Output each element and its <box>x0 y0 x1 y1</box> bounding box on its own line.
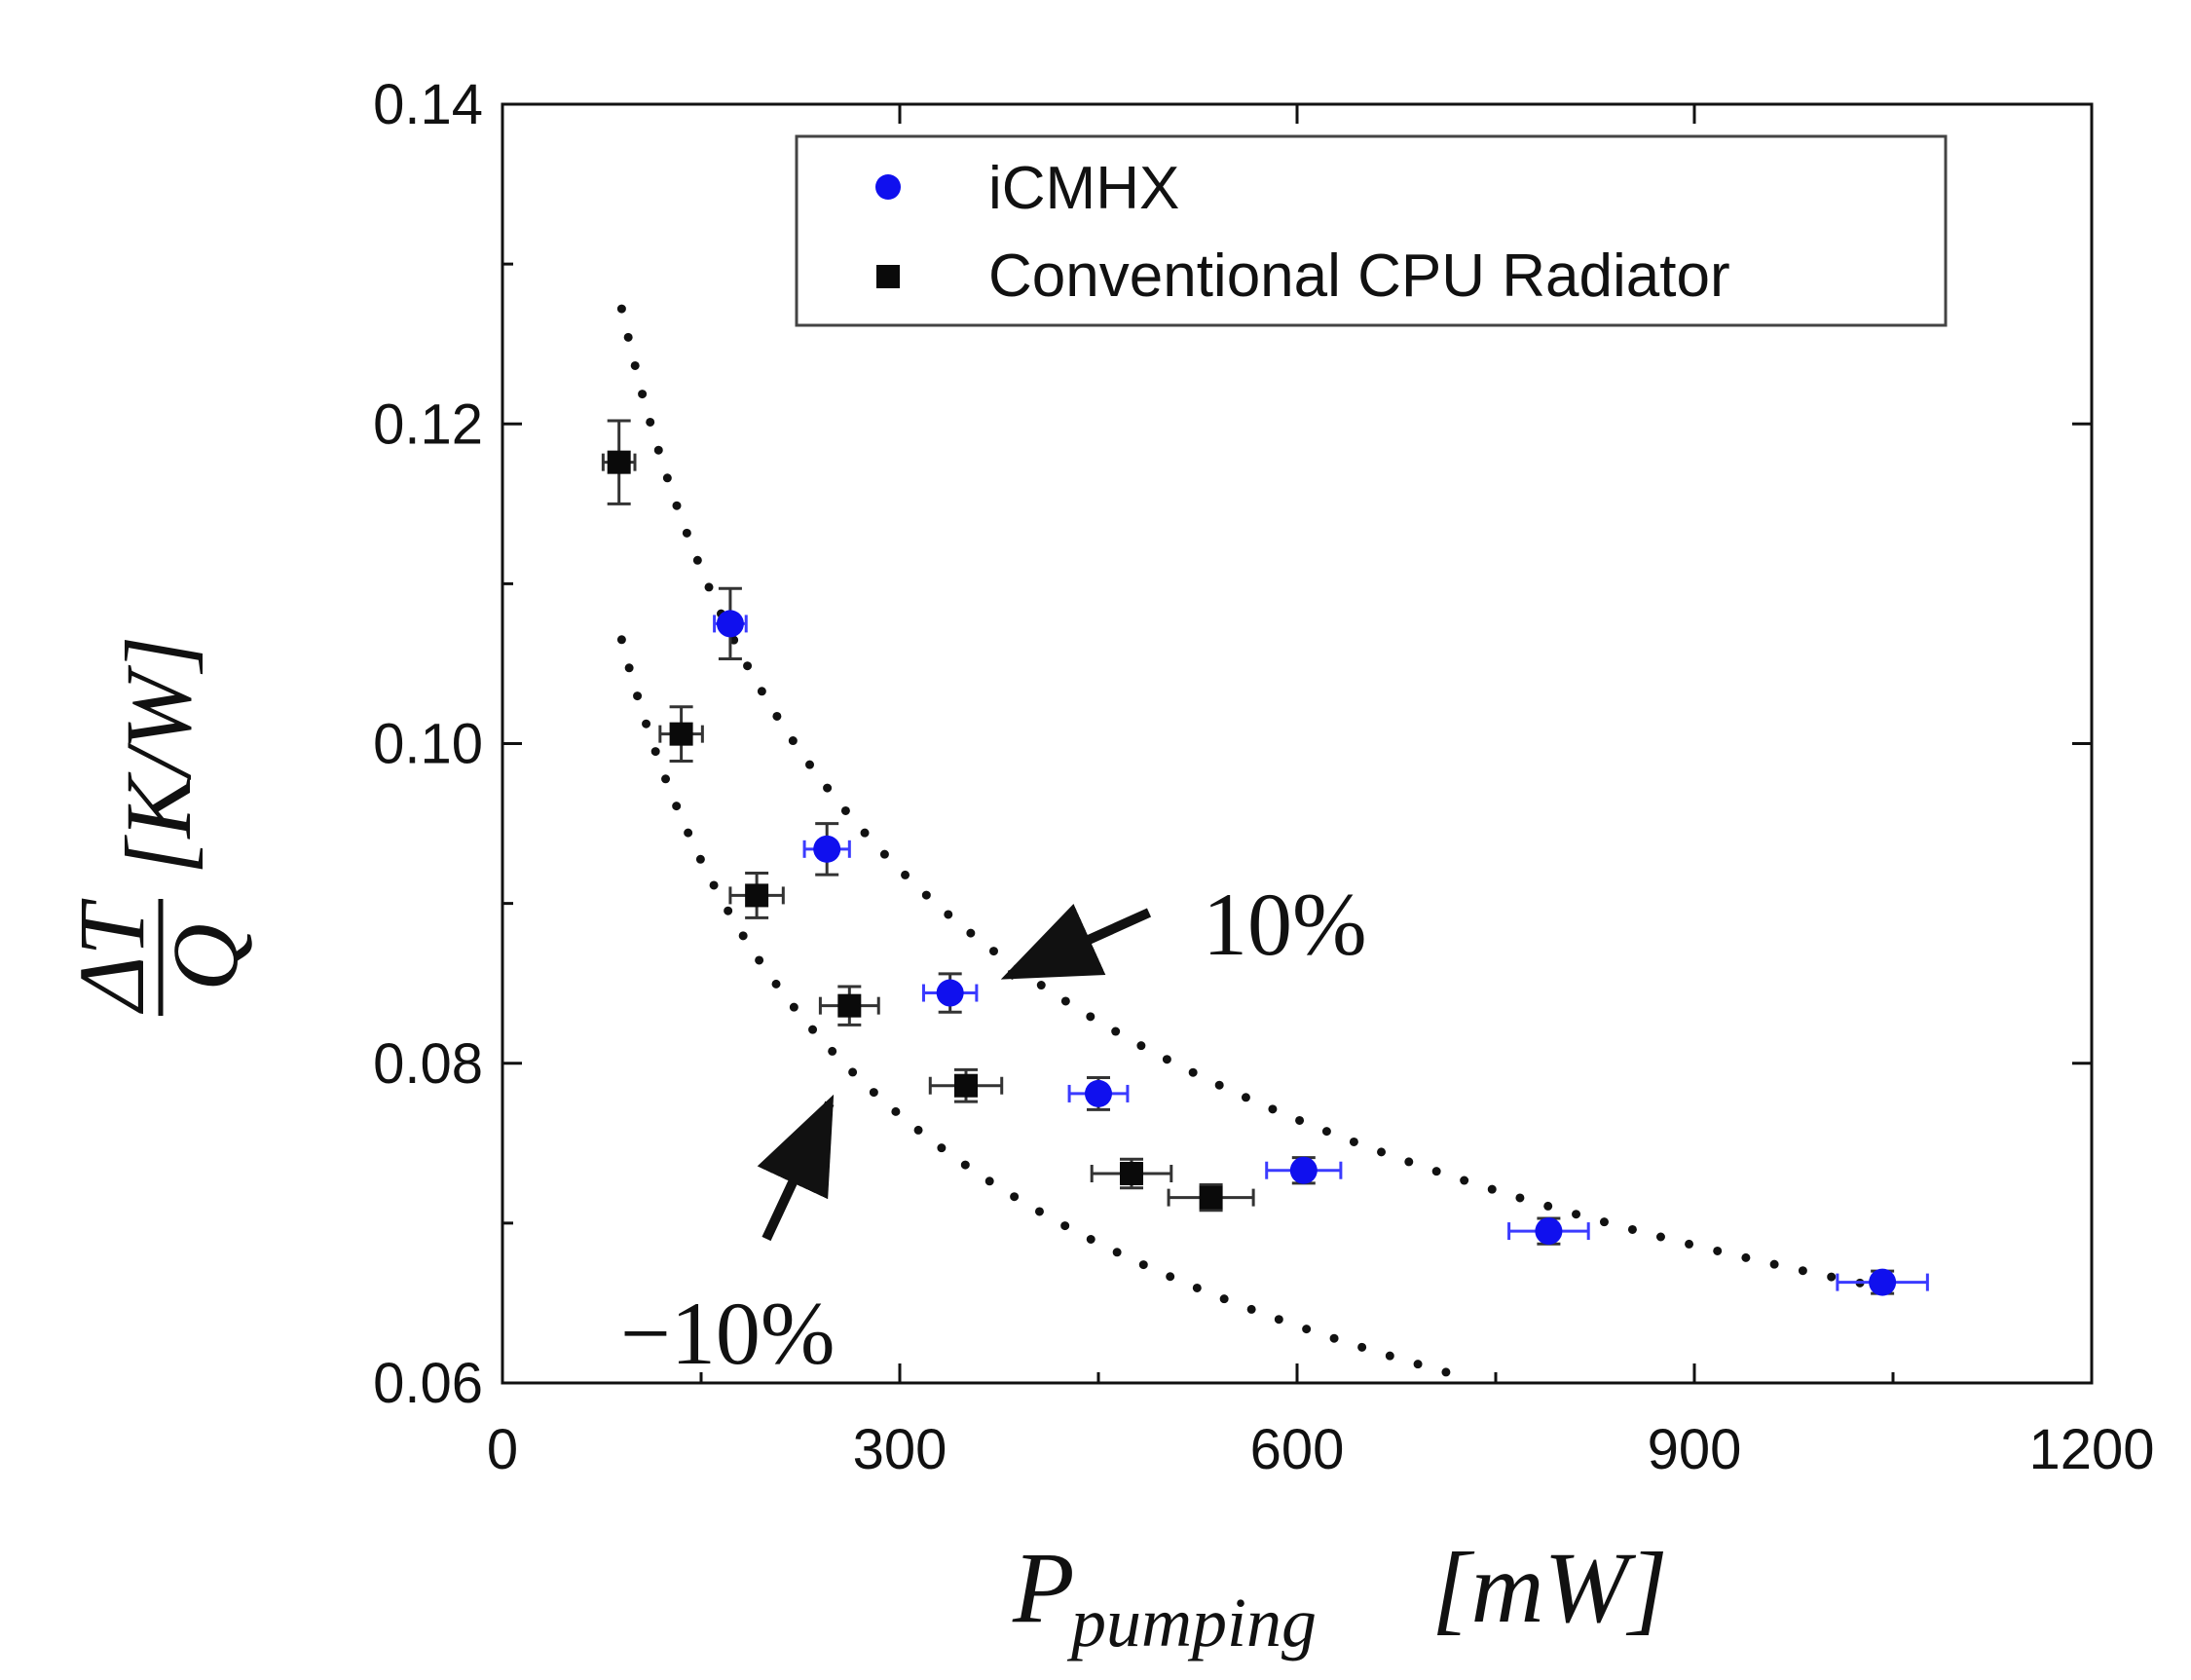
y-tick-label: 0.14 <box>373 73 483 136</box>
conventional-data-point <box>607 450 631 474</box>
y-tick-label: 0.06 <box>373 1352 483 1415</box>
conventional-data-point <box>954 1073 978 1098</box>
icmhx-data-point <box>1869 1268 1897 1296</box>
y-tick-label: 0.12 <box>373 392 483 456</box>
y-tick-label: 0.08 <box>373 1032 483 1096</box>
y-axis-label: ΔT Q [K/W] <box>59 636 257 1016</box>
x-tick-label: 0 <box>487 1418 518 1481</box>
legend-label-conventional: Conventional CPU Radiator <box>988 243 1730 310</box>
conventional-data-point <box>1120 1161 1143 1185</box>
x-tick-label: 1200 <box>2028 1418 2154 1481</box>
x-tick-label: 900 <box>1648 1418 1742 1481</box>
icmhx-data-point <box>1289 1156 1318 1184</box>
legend: iCMHX Conventional CPU Radiator <box>795 134 1948 327</box>
conventional-data-point <box>669 722 693 746</box>
axis-ticks: 0 300 600 900 1200 0.06 0.08 0.10 0.12 0.14 <box>373 73 2154 1481</box>
x-axis-label: P pumping [mW] <box>1012 1532 1668 1661</box>
bound-curve <box>616 635 1461 1380</box>
icmhx-data-point <box>716 610 744 638</box>
y-axis-numerator: ΔT <box>59 898 164 1015</box>
conventional-data-point <box>837 993 862 1018</box>
icmhx-data-point <box>1085 1079 1112 1107</box>
icmhx-data-point <box>813 835 841 863</box>
x-tick-label: 600 <box>1250 1418 1345 1481</box>
x-axis-symbol: P <box>1012 1532 1075 1644</box>
icmhx-data-point <box>936 979 964 1007</box>
data-points <box>607 450 1897 1296</box>
arrow-plus-10 <box>1000 904 1152 981</box>
conventional-data-point <box>745 883 769 908</box>
bound-curves <box>616 304 1884 1380</box>
y-axis-unit: [K/W] <box>106 636 210 875</box>
annotation-minus-10: −10% <box>620 1284 836 1383</box>
y-axis-denominator: Q <box>153 923 257 990</box>
legend-marker-icmhx <box>875 174 901 200</box>
icmhx-data-point <box>1535 1217 1563 1246</box>
arrow-minus-10 <box>757 1094 835 1242</box>
x-tick-label: 300 <box>853 1418 947 1481</box>
legend-label-icmhx: iCMHX <box>988 155 1179 222</box>
y-tick-label: 0.10 <box>373 713 483 776</box>
annotation-plus-10: 10% <box>1203 875 1367 974</box>
conventional-data-point <box>1199 1185 1223 1210</box>
x-axis-subscript: pumping <box>1066 1584 1317 1661</box>
legend-marker-conventional <box>876 265 900 288</box>
annotations: 10% −10% <box>620 875 1367 1383</box>
legend-box <box>795 134 1948 327</box>
x-axis-unit: [mW] <box>1431 1532 1668 1644</box>
